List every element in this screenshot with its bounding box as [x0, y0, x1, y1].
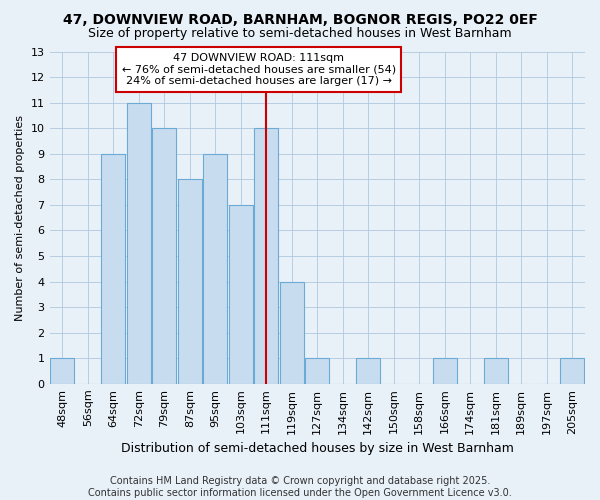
- Text: Size of property relative to semi-detached houses in West Barnham: Size of property relative to semi-detach…: [88, 28, 512, 40]
- Bar: [127, 102, 151, 384]
- Bar: [280, 282, 304, 384]
- Text: 47 DOWNVIEW ROAD: 111sqm
← 76% of semi-detached houses are smaller (54)
24% of s: 47 DOWNVIEW ROAD: 111sqm ← 76% of semi-d…: [122, 53, 395, 86]
- Bar: [178, 180, 202, 384]
- X-axis label: Distribution of semi-detached houses by size in West Barnham: Distribution of semi-detached houses by …: [121, 442, 514, 455]
- Bar: [484, 358, 508, 384]
- Bar: [152, 128, 176, 384]
- Bar: [203, 154, 227, 384]
- Bar: [356, 358, 380, 384]
- Bar: [305, 358, 329, 384]
- Bar: [254, 128, 278, 384]
- Bar: [229, 205, 253, 384]
- Text: 47, DOWNVIEW ROAD, BARNHAM, BOGNOR REGIS, PO22 0EF: 47, DOWNVIEW ROAD, BARNHAM, BOGNOR REGIS…: [62, 12, 538, 26]
- Bar: [560, 358, 584, 384]
- Bar: [433, 358, 457, 384]
- Y-axis label: Number of semi-detached properties: Number of semi-detached properties: [15, 114, 25, 320]
- Bar: [101, 154, 125, 384]
- Text: Contains HM Land Registry data © Crown copyright and database right 2025.
Contai: Contains HM Land Registry data © Crown c…: [88, 476, 512, 498]
- Bar: [50, 358, 74, 384]
